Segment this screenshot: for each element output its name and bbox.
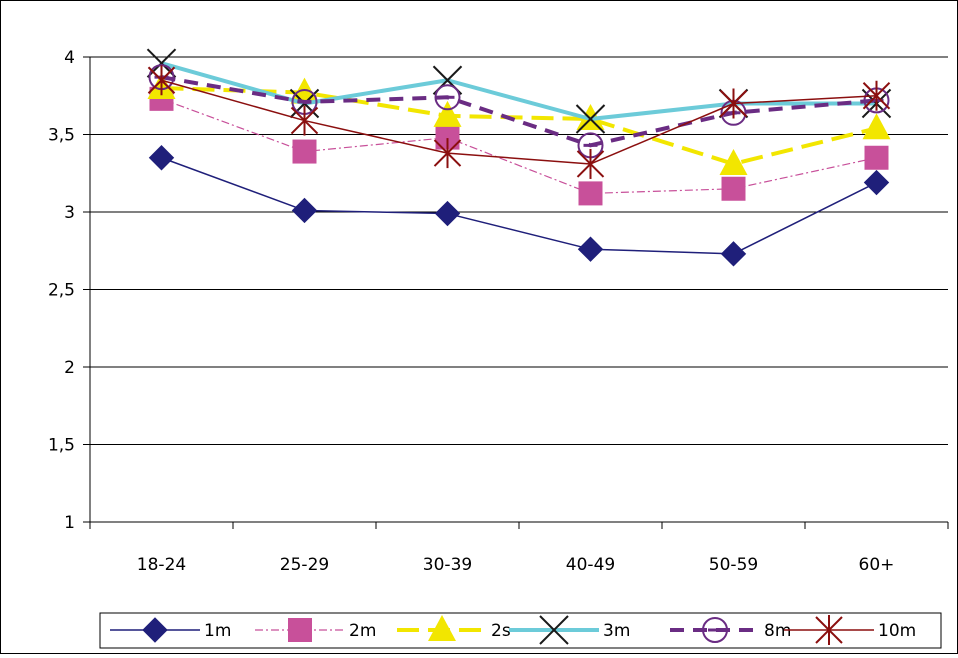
data-point [147, 65, 176, 96]
legend-label: 1m [204, 621, 231, 641]
legend-item: 2m [255, 618, 376, 642]
data-point [863, 169, 890, 196]
data-point [862, 113, 891, 140]
data-point [719, 88, 748, 119]
axes: 1 1,5 2 2,5 3 3,5 4 18-24 25-29 30-39 40-49 50-59 60… [48, 48, 949, 575]
data-point [148, 145, 175, 171]
legend-label: 10m [878, 621, 916, 641]
data-point [428, 615, 456, 641]
series-1m [148, 145, 890, 267]
data-point [142, 617, 168, 643]
legend-label: 2m [349, 621, 376, 641]
y-tick-label: 1,5 [48, 436, 75, 456]
data-point [720, 241, 747, 267]
series-group [146, 48, 892, 267]
data-point [291, 197, 318, 224]
data-point [815, 615, 843, 645]
legend: 1m 2m 2s 3m 8m 10m [99, 612, 942, 649]
legend-item: 1m [110, 617, 231, 643]
series-line [161, 75, 877, 148]
legend-item: 3m [509, 615, 630, 645]
series-line [161, 86, 877, 166]
x-tick-label: 30-39 [423, 555, 472, 575]
y-tick-label: 1 [64, 513, 75, 533]
data-point [576, 148, 605, 179]
series-line [161, 157, 877, 255]
legend-label: 8m [764, 621, 791, 641]
y-tick-label: 2,5 [48, 281, 75, 301]
y-tick-label: 2 [64, 358, 75, 378]
data-point [146, 48, 177, 78]
x-tick-label: 40-49 [566, 555, 615, 575]
legend-item: 2s [397, 615, 511, 641]
data-point [433, 138, 462, 169]
data-point [539, 615, 569, 645]
data-point [862, 80, 891, 111]
series-10m [147, 65, 891, 179]
data-point [578, 181, 603, 206]
series-line [161, 79, 877, 165]
y-tick-label: 3,5 [48, 126, 75, 146]
data-point [434, 84, 461, 111]
data-point [290, 105, 319, 136]
legend-item: 8m [670, 617, 791, 643]
data-point [292, 139, 317, 164]
x-tick-label: 60+ [859, 555, 895, 575]
data-point [288, 618, 312, 642]
x-tick-label: 50-59 [709, 555, 758, 575]
legend-label: 3m [603, 621, 630, 641]
data-point [434, 200, 461, 227]
data-point [702, 617, 728, 643]
data-point [577, 236, 604, 262]
legend-label: 2s [491, 621, 511, 641]
data-point [575, 104, 606, 134]
x-tick-label: 25-29 [280, 555, 329, 575]
y-tick-label: 3 [64, 203, 75, 223]
data-point [721, 176, 746, 201]
data-point [864, 145, 889, 170]
x-tick-label: 18-24 [137, 555, 186, 575]
y-tick-label: 4 [64, 48, 75, 68]
series-line [161, 98, 877, 194]
data-point [719, 148, 748, 175]
legend-item: 10m [784, 615, 916, 645]
data-point [433, 100, 462, 127]
